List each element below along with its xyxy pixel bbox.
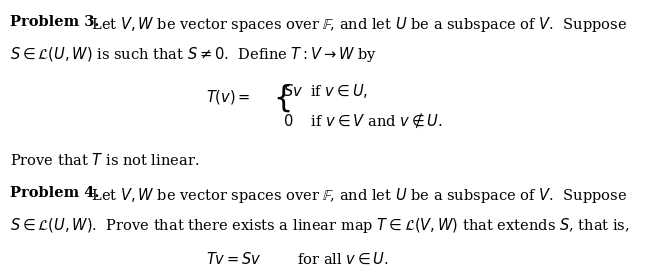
Text: $S \in \mathcal{L}(U, W)$.  Prove that there exists a linear map $T \in \mathcal: $S \in \mathcal{L}(U, W)$. Prove that th… xyxy=(10,216,629,235)
Text: $T(v) =$: $T(v) =$ xyxy=(206,88,250,105)
Text: Problem 3.: Problem 3. xyxy=(10,15,99,29)
Text: Let $V, W$ be vector spaces over $\mathbb{F}$, and let $U$ be a subspace of $V$.: Let $V, W$ be vector spaces over $\mathb… xyxy=(82,15,627,34)
Text: $Tv = Sv$ $\quad\quad$ for all $v \in U.$: $Tv = Sv$ $\quad\quad$ for all $v \in U.… xyxy=(206,252,388,267)
Text: Problem 4.: Problem 4. xyxy=(10,186,99,200)
Text: $\{$: $\{$ xyxy=(273,83,290,114)
Text: Let $V, W$ be vector spaces over $\mathbb{F}$, and let $U$ be a subspace of $V$.: Let $V, W$ be vector spaces over $\mathb… xyxy=(82,186,627,205)
Text: $0$    if $v \in V$ and $v \notin U.$: $0$ if $v \in V$ and $v \notin U.$ xyxy=(283,112,443,130)
Text: Prove that $T$ is not linear.: Prove that $T$ is not linear. xyxy=(10,152,199,168)
Text: $S \in \mathcal{L}(U, W)$ is such that $S \neq 0$.  Define $T : V \rightarrow W$: $S \in \mathcal{L}(U, W)$ is such that $… xyxy=(10,45,376,64)
Text: $Sv$  if $v \in U,$: $Sv$ if $v \in U,$ xyxy=(283,82,369,100)
